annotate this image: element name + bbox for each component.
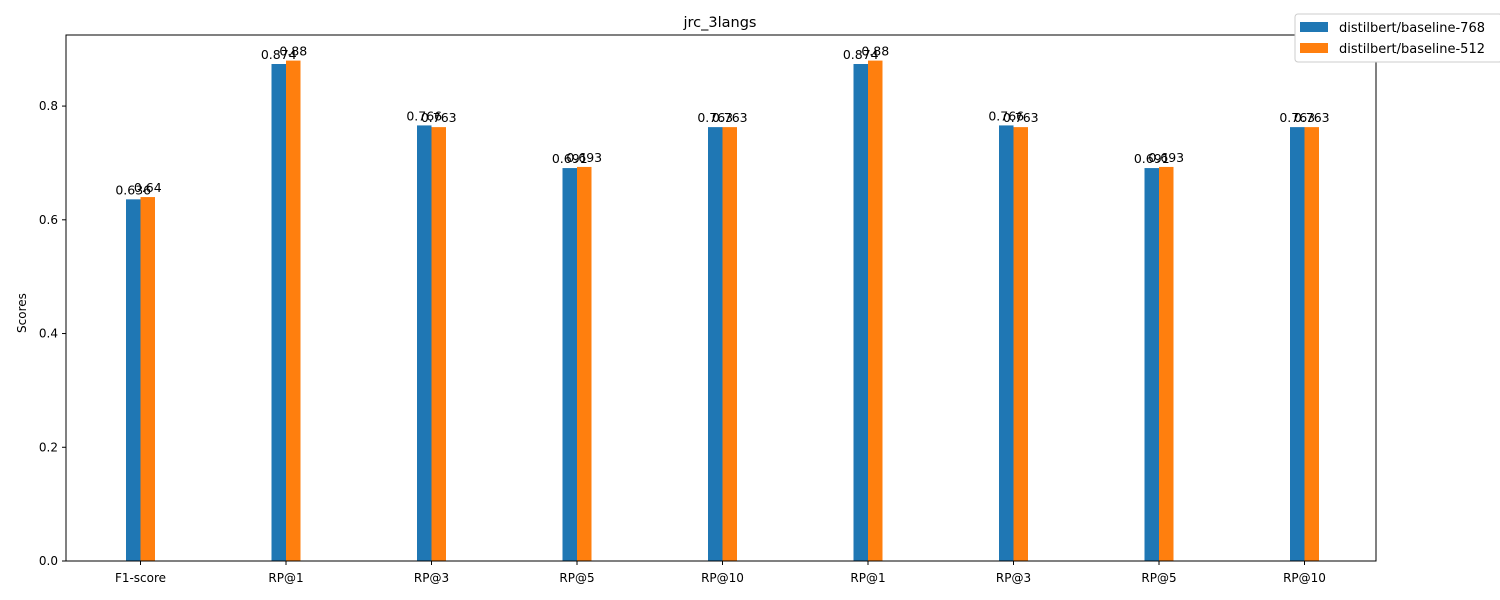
data-label-series-0-6: 0.766 [988, 108, 1024, 123]
x-axis: F1-score RP@1 RP@3 RP@5 RP@10 RP@1 RP@3 RP@5 RP@… [115, 561, 1326, 585]
bars-layer [126, 60, 1319, 562]
y-tick-label-3: 0.6 [39, 213, 58, 227]
bar-series-1-3 [577, 166, 592, 561]
y-axis: 0.0 0.2 0.4 0.6 0.8 [39, 99, 66, 568]
legend-box [1294, 13, 1500, 63]
bar-series-0-4 [708, 127, 723, 561]
y-tick-label-4: 0.8 [39, 99, 58, 113]
data-label-series-0-4: 0.763 [697, 110, 733, 125]
chart-title: jrc_3langs [683, 15, 757, 31]
x-tick-label-4: RP@10 [701, 571, 744, 585]
data-labels-layer: 0.636 0.874 0.766 0.691 0.763 0.874 0.766 0.691… [115, 44, 1329, 198]
data-label-series-1-5: 0.88 [861, 44, 889, 59]
x-tick-label-3: RP@5 [559, 571, 594, 585]
data-label-series-1-1: 0.88 [279, 44, 307, 59]
legend-label-1: distilbert/baseline-512 [1339, 42, 1485, 57]
y-tick-label-2: 0.4 [39, 327, 58, 341]
bar-series-0-0 [126, 199, 141, 561]
bar-series-0-1 [271, 64, 286, 561]
bar-series-1-4 [722, 127, 737, 561]
data-label-series-0-5: 0.874 [843, 47, 879, 62]
x-tick-label-5: RP@1 [850, 571, 885, 585]
legend-label-0: distilbert/baseline-768 [1339, 21, 1485, 36]
bar-series-1-6 [1013, 127, 1028, 561]
data-label-series-0-7: 0.691 [1134, 151, 1170, 166]
legend-swatch-1 [1300, 43, 1328, 53]
bar-series-0-2 [417, 125, 432, 562]
bar-series-0-7 [1144, 168, 1159, 561]
data-label-series-0-8: 0.763 [1279, 110, 1315, 125]
x-tick-label-8: RP@10 [1283, 571, 1326, 585]
y-tick-label-0: 0.0 [39, 554, 58, 568]
x-tick-label-2: RP@3 [414, 571, 449, 585]
legend: distilbert/baseline-768 distilbert/baseli… [1294, 13, 1500, 63]
data-label-series-0-3: 0.691 [552, 151, 588, 166]
x-tick-label-0: F1-score [115, 571, 166, 585]
x-tick-label-7: RP@5 [1141, 571, 1176, 585]
legend-swatch-0 [1300, 22, 1328, 32]
data-label-series-0-0: 0.636 [115, 182, 151, 197]
data-label-series-0-2: 0.766 [406, 108, 442, 123]
bar-series-0-3 [562, 168, 577, 561]
bar-series-0-6 [999, 125, 1014, 562]
y-axis-label: Scores [15, 293, 29, 333]
data-label-series-1-6: 0.763 [1003, 110, 1039, 125]
data-label-series-1-8: 0.763 [1294, 110, 1330, 125]
bar-series-1-8 [1304, 127, 1319, 561]
data-label-series-1-0: 0.64 [134, 180, 162, 195]
data-label-series-0-1: 0.874 [261, 47, 297, 62]
bar-series-0-5 [853, 64, 868, 561]
bar-series-1-7 [1159, 166, 1174, 561]
data-label-series-1-7: 0.693 [1148, 150, 1184, 165]
bar-series-1-1 [286, 60, 301, 562]
x-tick-label-1: RP@1 [268, 571, 303, 585]
bar-series-1-5 [868, 60, 883, 562]
x-tick-label-6: RP@3 [996, 571, 1031, 585]
y-tick-label-1: 0.2 [39, 440, 58, 454]
data-label-series-1-3: 0.693 [566, 150, 602, 165]
data-label-series-1-4: 0.763 [712, 110, 748, 125]
bar-series-1-0 [140, 197, 155, 561]
plot-frame [65, 34, 1377, 562]
bar-series-1-2 [431, 127, 446, 561]
data-label-series-1-2: 0.763 [421, 110, 457, 125]
bar-series-0-8 [1290, 127, 1305, 561]
